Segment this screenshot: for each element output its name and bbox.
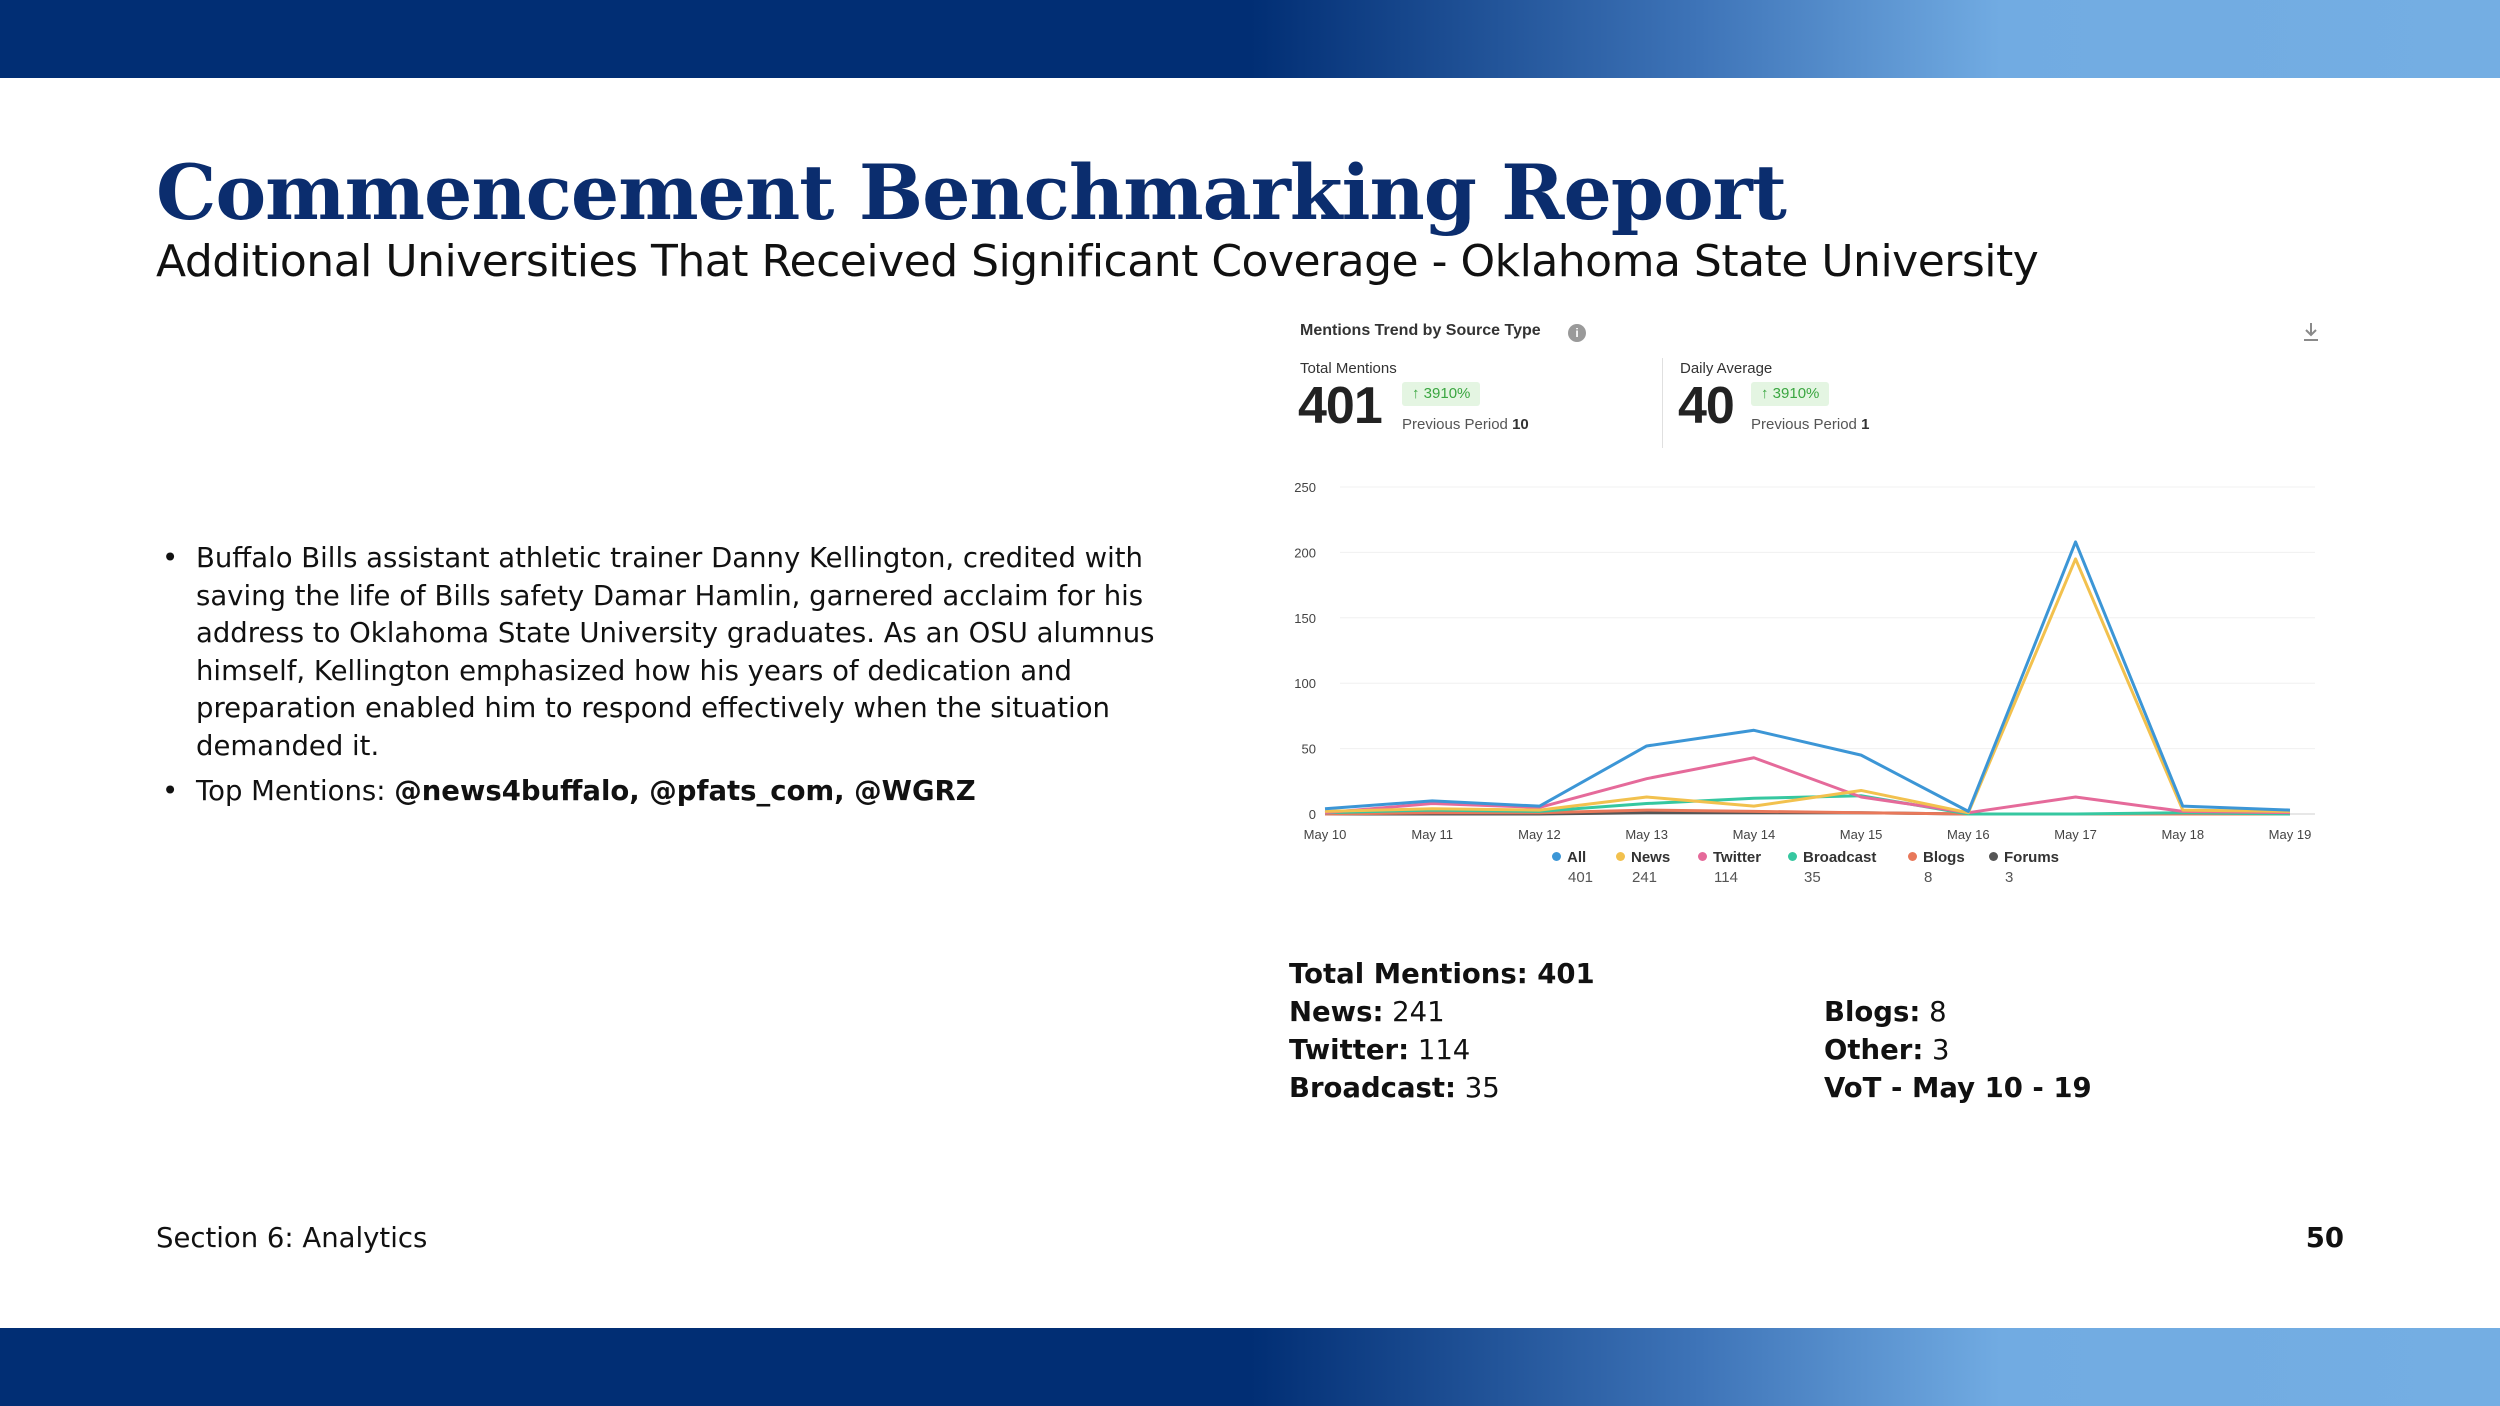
y-tick-label: 0 xyxy=(1309,807,1316,822)
legend-item-blogs[interactable]: Blogs 8 xyxy=(1908,849,1965,886)
legend-name: All xyxy=(1567,849,1587,866)
series-line-news xyxy=(1324,557,2291,815)
kpi-daily-previous-label: Previous Period xyxy=(1751,416,1857,433)
bullet-item: Buffalo Bills assistant athletic trainer… xyxy=(160,540,1240,765)
legend-name: Broadcast xyxy=(1803,849,1877,866)
card-title: Mentions Trend by Source Type xyxy=(1300,322,1541,339)
legend-dot xyxy=(1616,852,1625,861)
legend-item-forums[interactable]: Forums 3 xyxy=(1989,849,2060,886)
bullet-item: Top Mentions: @news4buffalo, @pfats_com,… xyxy=(160,773,1240,811)
top-banner xyxy=(0,0,2500,78)
kpi-total-previous: Previous Period 10 xyxy=(1402,416,1529,433)
kpi-total-previous-value: 10 xyxy=(1512,416,1529,433)
legend-dot xyxy=(1552,852,1561,861)
page-title: Commencement Benchmarking Report xyxy=(156,148,1787,237)
x-tick-label: May 17 xyxy=(2054,827,2097,842)
kpi-daily-badge: ↑ 3910% xyxy=(1751,382,1830,406)
legend-name: News xyxy=(1631,849,1671,866)
legend-item-broadcast[interactable]: Broadcast 35 xyxy=(1788,849,1877,886)
y-tick-label: 250 xyxy=(1294,480,1316,495)
stat-other-label: Other: xyxy=(1824,1034,1924,1066)
stat-total: Total Mentions: 401 xyxy=(1289,958,1595,990)
legend-total: 114 xyxy=(1714,869,1738,886)
legend-dot xyxy=(1698,852,1707,861)
x-tick-label: May 18 xyxy=(2161,827,2204,842)
info-icon[interactable]: i xyxy=(1568,324,1586,342)
stat-news-label: News: xyxy=(1289,996,1384,1028)
x-tick-label: May 12 xyxy=(1518,827,1561,842)
y-tick-label: 200 xyxy=(1294,545,1316,560)
stat-broadcast-label: Broadcast: xyxy=(1289,1072,1457,1104)
download-icon[interactable] xyxy=(2300,320,2322,344)
bottom-banner xyxy=(0,1328,2500,1406)
kpi-daily-previous: Previous Period 1 xyxy=(1751,416,1869,433)
kpi-total-previous-label: Previous Period xyxy=(1402,416,1508,433)
top-mentions-handles: @news4buffalo, @pfats_com, @WGRZ xyxy=(394,775,976,807)
legend-item-all[interactable]: All 401 xyxy=(1552,849,1593,886)
kpi-total-badge: ↑ 3910% xyxy=(1402,382,1481,406)
stat-broadcast-value: 35 xyxy=(1456,1072,1500,1104)
x-tick-label: May 19 xyxy=(2269,827,2312,842)
kpi-divider xyxy=(1662,358,1663,448)
legend-dot xyxy=(1908,852,1917,861)
stat-twitter-value: 114 xyxy=(1409,1034,1471,1066)
stat-twitter-label: Twitter: xyxy=(1289,1034,1410,1066)
stat-blogs: Blogs: 8 xyxy=(1824,996,1947,1028)
legend-name: Blogs xyxy=(1923,849,1965,866)
stat-news-value: 241 xyxy=(1383,996,1445,1028)
y-tick-label: 50 xyxy=(1302,742,1316,757)
stat-news: News: 241 xyxy=(1289,996,1445,1028)
series-line-all xyxy=(1324,540,2291,813)
legend-item-twitter[interactable]: Twitter 114 xyxy=(1698,849,1762,886)
mentions-trend-card: Mentions Trend by Source Type i Total Me… xyxy=(1290,312,2340,902)
legend-dot xyxy=(1788,852,1797,861)
stat-vot: VoT - May 10 - 19 xyxy=(1824,1072,2092,1104)
x-tick-label: May 15 xyxy=(1840,827,1883,842)
legend-item-news[interactable]: News 241 xyxy=(1616,849,1671,886)
y-tick-label: 100 xyxy=(1294,676,1316,691)
y-tick-label: 150 xyxy=(1294,611,1316,626)
x-tick-label: May 16 xyxy=(1947,827,1990,842)
stat-twitter: Twitter: 114 xyxy=(1289,1034,1470,1066)
stat-other-value: 3 xyxy=(1923,1034,1950,1066)
legend-total: 401 xyxy=(1568,869,1594,886)
kpi-total-label: Total Mentions xyxy=(1300,360,1397,377)
legend-dot xyxy=(1989,852,1998,861)
x-tick-label: May 13 xyxy=(1625,827,1668,842)
legend-total: 241 xyxy=(1632,869,1658,886)
legend-name: Forums xyxy=(2004,849,2060,866)
stat-other: Other: 3 xyxy=(1824,1034,1950,1066)
x-tick-label: May 14 xyxy=(1733,827,1776,842)
page-subtitle: Additional Universities That Received Si… xyxy=(156,236,2039,287)
legend-name: Twitter xyxy=(1713,849,1762,866)
series-line-twitter xyxy=(1324,756,2291,815)
kpi-daily-value: 40 xyxy=(1678,377,1735,435)
top-mentions-label: Top Mentions: xyxy=(196,775,395,807)
mentions-line-chart: 0 50 100 150 200 250 May 10 May 11 May 12 May 13 M… xyxy=(1294,480,2315,842)
summary-bullets: Buffalo Bills assistant athletic trainer… xyxy=(160,540,1240,819)
stat-blogs-label: Blogs: xyxy=(1824,996,1921,1028)
kpi-daily-previous-value: 1 xyxy=(1861,416,1870,433)
stat-blogs-value: 8 xyxy=(1920,996,1947,1028)
kpi-daily-label: Daily Average xyxy=(1680,360,1773,377)
page-number: 50 xyxy=(2305,1222,2344,1254)
kpi-total-value: 401 xyxy=(1298,377,1383,435)
legend-total: 3 xyxy=(2005,869,2014,886)
x-tick-label: May 11 xyxy=(1411,827,1453,842)
footer-section: Section 6: Analytics xyxy=(156,1222,428,1254)
x-tick-label: May 10 xyxy=(1304,827,1347,842)
legend-total: 8 xyxy=(1924,869,1933,886)
legend-total: 35 xyxy=(1804,869,1821,886)
stat-broadcast: Broadcast: 35 xyxy=(1289,1072,1500,1104)
bullet-text: Buffalo Bills assistant athletic trainer… xyxy=(196,542,1155,762)
